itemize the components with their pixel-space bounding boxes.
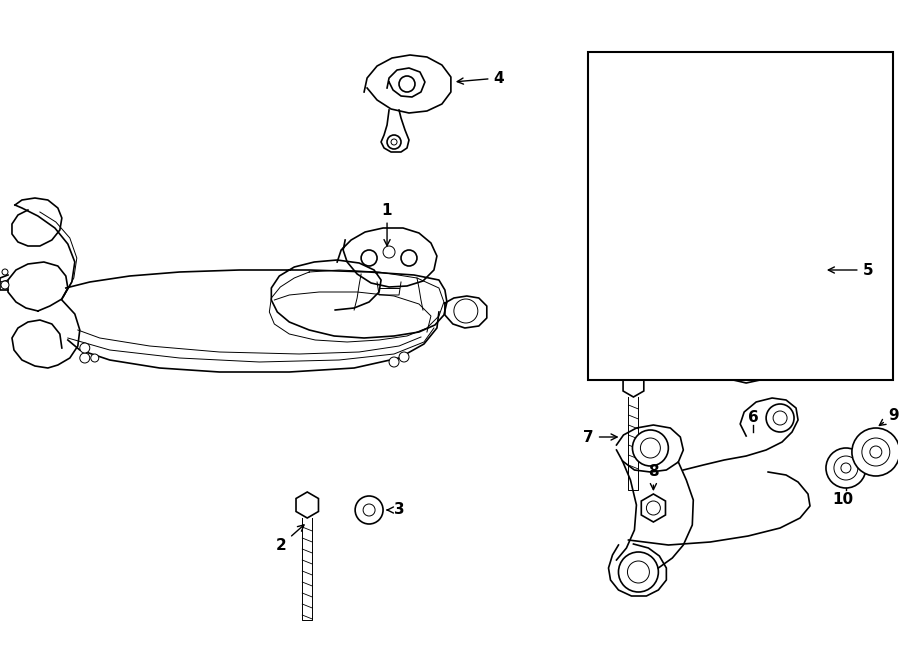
Circle shape bbox=[740, 248, 752, 260]
Text: 7: 7 bbox=[583, 430, 617, 444]
Circle shape bbox=[363, 504, 375, 516]
Bar bbox=[588, 52, 893, 380]
Circle shape bbox=[738, 362, 754, 378]
Circle shape bbox=[870, 446, 882, 458]
Polygon shape bbox=[296, 492, 319, 518]
Circle shape bbox=[646, 501, 661, 515]
Text: 3: 3 bbox=[387, 502, 404, 518]
Circle shape bbox=[387, 135, 401, 149]
Text: 10: 10 bbox=[832, 493, 853, 508]
Circle shape bbox=[762, 184, 778, 200]
Circle shape bbox=[738, 232, 814, 308]
Circle shape bbox=[454, 299, 478, 323]
Circle shape bbox=[361, 250, 377, 266]
Circle shape bbox=[2, 269, 8, 275]
Circle shape bbox=[399, 352, 409, 362]
Circle shape bbox=[633, 430, 669, 466]
Circle shape bbox=[834, 456, 858, 480]
Circle shape bbox=[740, 279, 752, 291]
Circle shape bbox=[773, 411, 788, 425]
Circle shape bbox=[399, 76, 415, 92]
Text: 2: 2 bbox=[276, 525, 304, 553]
Circle shape bbox=[862, 438, 890, 466]
Circle shape bbox=[826, 448, 866, 488]
Circle shape bbox=[728, 222, 824, 318]
Circle shape bbox=[852, 428, 900, 476]
Circle shape bbox=[766, 404, 794, 432]
Circle shape bbox=[627, 561, 650, 583]
Circle shape bbox=[91, 354, 99, 362]
Circle shape bbox=[383, 246, 395, 258]
Text: 6: 6 bbox=[748, 410, 759, 426]
Text: 8: 8 bbox=[648, 465, 659, 490]
Circle shape bbox=[389, 357, 399, 367]
Circle shape bbox=[80, 343, 90, 353]
Circle shape bbox=[1, 281, 9, 289]
Polygon shape bbox=[8, 142, 521, 376]
Circle shape bbox=[841, 463, 850, 473]
Circle shape bbox=[80, 353, 90, 363]
Text: 5: 5 bbox=[828, 263, 873, 277]
Text: 1: 1 bbox=[382, 203, 392, 246]
Circle shape bbox=[356, 496, 383, 524]
Circle shape bbox=[618, 552, 659, 592]
Polygon shape bbox=[623, 373, 644, 397]
Polygon shape bbox=[642, 494, 665, 522]
Circle shape bbox=[641, 438, 661, 458]
Text: 4: 4 bbox=[457, 70, 504, 85]
Text: 9: 9 bbox=[879, 408, 899, 426]
Circle shape bbox=[401, 250, 417, 266]
Circle shape bbox=[391, 139, 397, 145]
